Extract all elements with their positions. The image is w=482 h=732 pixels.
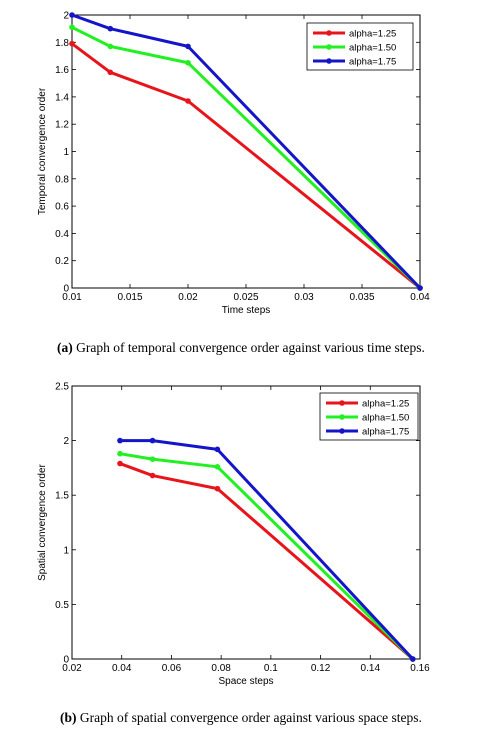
x-tick-label: 0.14	[361, 663, 381, 674]
data-point-red	[185, 98, 191, 104]
legend-marker-blue	[326, 58, 332, 64]
y-tick-label: 0.8	[55, 174, 69, 185]
caption-a-text: Graph of temporal convergence order agai…	[76, 340, 425, 355]
y-tick-label: 0.6	[55, 202, 69, 213]
x-tick-label: 0.08	[211, 663, 231, 674]
series-line-green	[119, 452, 414, 661]
data-point-red	[117, 460, 123, 467]
y-tick-label: 0.2	[55, 256, 69, 267]
x-tick-label: 0.1	[264, 663, 278, 674]
caption-a-label: (a)	[57, 340, 73, 355]
caption-b-label: (b)	[60, 710, 77, 725]
x-tick-label: 0.02	[62, 663, 82, 674]
series-line-blue	[119, 439, 414, 661]
legend-label: alpha=1.25	[349, 29, 396, 40]
y-tick-label: 1.8	[55, 38, 69, 49]
y-tick-label: 0	[63, 284, 69, 295]
x-tick-label: 0.01	[62, 292, 82, 303]
y-tick-label: 2	[63, 436, 69, 447]
chart-a: 0.01 0.015 0.02 0.025 0.03 0.035 0.04 0 0.2 0.4 0.…	[37, 11, 430, 317]
legend-marker-green	[339, 414, 345, 420]
x-tick-label: 0.12	[311, 663, 331, 674]
x-tick-label: 0.015	[117, 292, 142, 303]
y-tick-label: 1.2	[55, 120, 69, 131]
data-point-red	[149, 472, 156, 479]
x-tick-label: 0.04	[112, 663, 132, 674]
data-point-green	[214, 464, 221, 470]
x-axis-label: Time steps	[222, 305, 271, 316]
y-tick-label: 1	[63, 147, 69, 158]
x-tick-label: 0.035	[349, 292, 374, 303]
legend-label: alpha=1.75	[362, 427, 409, 438]
y-axis-label: Temporal convergence order	[37, 87, 48, 215]
data-point-blue	[117, 437, 123, 444]
data-point-blue	[417, 285, 423, 291]
data-point-blue	[409, 656, 416, 662]
legend-label: alpha=1.25	[362, 399, 409, 410]
y-tick-label: 1	[63, 545, 69, 556]
caption-b-text: Graph of spatial convergence order again…	[79, 710, 422, 725]
y-tick-label: 0.4	[55, 229, 69, 240]
y-tick-label: 1.6	[55, 65, 69, 76]
series-line-red	[71, 42, 421, 290]
x-tick-label: 0.02	[178, 292, 198, 303]
data-point-blue	[185, 43, 191, 50]
x-tick-label: 0.025	[233, 292, 258, 303]
data-point-blue	[149, 437, 156, 444]
data-point-red	[107, 69, 114, 76]
legend-marker-red	[326, 30, 332, 36]
x-tick-label: 0.04	[410, 292, 430, 303]
series-line-red	[119, 462, 414, 661]
data-point-green	[107, 43, 114, 50]
series-line-green	[71, 25, 422, 290]
data-point-green	[185, 59, 191, 66]
data-point-blue	[107, 25, 114, 32]
y-tick-label: 0.5	[55, 600, 69, 611]
y-axis-label: Spatial convergence order	[37, 463, 48, 580]
x-tick-label: 0.03	[294, 292, 314, 303]
y-tick-label: 1.4	[55, 92, 69, 103]
legend-label: alpha=1.50	[349, 43, 396, 54]
legend-marker-green	[326, 44, 332, 50]
legend-marker-blue	[339, 428, 345, 434]
caption-a: (a) Graph of temporal convergence order …	[0, 340, 482, 356]
y-tick-label: 2.5	[55, 382, 69, 393]
y-tick-label: 0	[63, 655, 69, 666]
data-point-green	[69, 24, 75, 31]
caption-b: (b) Graph of spatial convergence order a…	[0, 710, 482, 726]
chart-b: 0.02 0.04 0.06 0.08 0.1 0.12 0.14 0.16 0 0.5 1 1.5 2…	[37, 382, 430, 688]
x-axis-label: Space steps	[218, 676, 273, 687]
x-tick-label: 0.16	[410, 663, 430, 674]
y-tick-label: 1.5	[55, 491, 69, 502]
data-point-red	[69, 40, 75, 47]
y-tick-label: 2	[63, 11, 69, 22]
legend-label: alpha=1.50	[362, 413, 409, 424]
x-tick-label: 0.06	[162, 663, 182, 674]
data-point-blue	[69, 12, 75, 18]
legend-marker-red	[339, 400, 345, 406]
legend-label: alpha=1.75	[349, 57, 396, 68]
data-point-blue	[214, 446, 221, 453]
data-point-green	[117, 450, 123, 457]
data-point-red	[214, 485, 221, 492]
data-point-green	[149, 456, 156, 462]
series-line-blue	[71, 13, 422, 290]
